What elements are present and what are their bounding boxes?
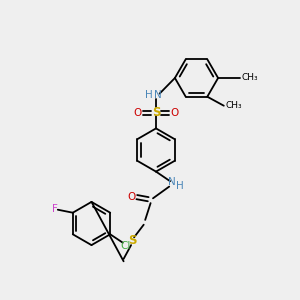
- Text: O: O: [133, 108, 142, 118]
- Text: S: S: [128, 234, 137, 248]
- Text: Cl: Cl: [120, 241, 130, 251]
- Text: CH₃: CH₃: [241, 74, 258, 82]
- Text: F: F: [52, 204, 58, 214]
- Text: CH₃: CH₃: [225, 101, 242, 110]
- Text: H: H: [145, 90, 152, 100]
- Text: H: H: [176, 181, 184, 191]
- Text: O: O: [170, 108, 179, 118]
- Text: N: N: [154, 90, 161, 100]
- Text: N: N: [168, 177, 176, 187]
- Text: O: O: [128, 192, 136, 202]
- Text: S: S: [152, 106, 160, 119]
